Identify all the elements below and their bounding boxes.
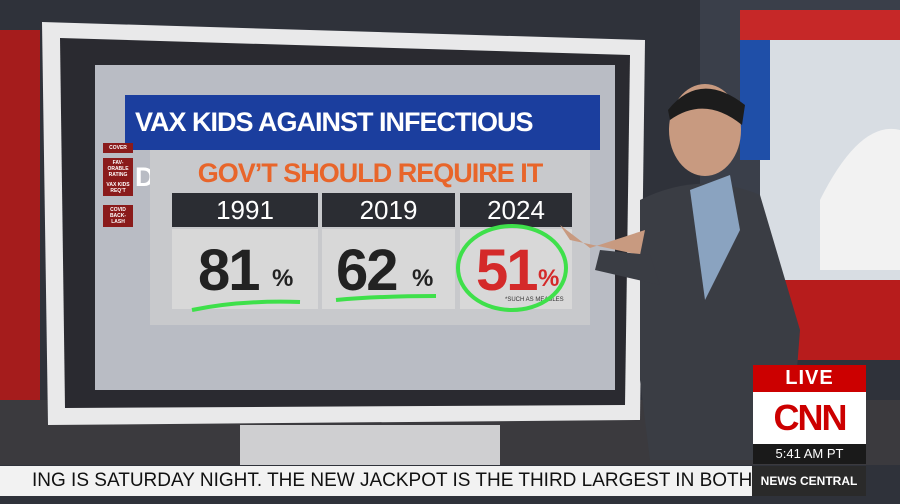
show-name: NEWS CENTRAL [752, 466, 866, 496]
column-unit: % [412, 265, 434, 292]
column-value: 62 [336, 238, 398, 303]
live-badge: LIVE [753, 365, 866, 392]
sidebar-item: FAV-ORABLE RATING [103, 158, 133, 180]
column-year: 1991 [172, 193, 318, 227]
column-year: 2019 [322, 193, 455, 227]
footnote: *SUCH AS MEASLES [505, 297, 564, 303]
column-body: 81 % [172, 229, 318, 309]
column-value: 51 [476, 238, 538, 303]
column-unit: % [272, 265, 294, 292]
sidebar-item: COVID BACK-LASH [103, 205, 133, 227]
column-value: 81 [198, 238, 260, 303]
network-logo: CNN [753, 392, 866, 444]
time: 5:41 AM PT [753, 444, 866, 464]
column-year: 2024 [460, 193, 572, 227]
ticker: ING IS SATURDAY NIGHT. THE NEW JACKPOT I… [0, 466, 752, 496]
sidebar-item: COVER [103, 143, 133, 153]
graphic-subtitle: GOV’T SHOULD REQUIRE IT [197, 158, 544, 188]
sidebar-item: VAX KIDS REQ’T [103, 180, 133, 196]
column-unit: % [538, 265, 560, 292]
